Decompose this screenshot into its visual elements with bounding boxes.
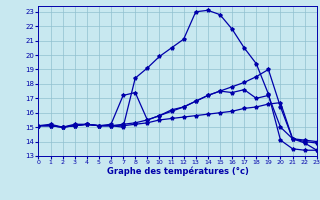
X-axis label: Graphe des températures (°c): Graphe des températures (°c): [107, 167, 249, 176]
